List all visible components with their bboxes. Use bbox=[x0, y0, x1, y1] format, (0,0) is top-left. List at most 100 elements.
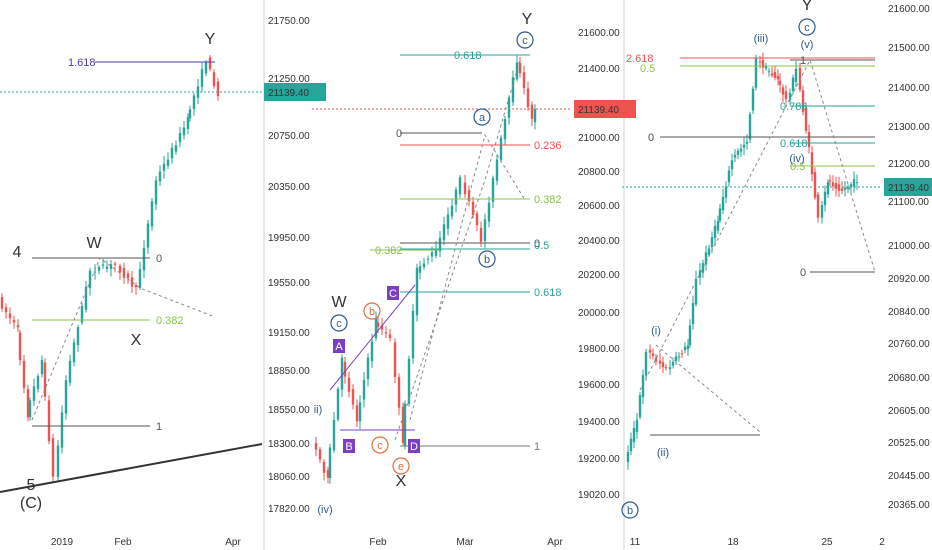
candle-body bbox=[837, 184, 841, 191]
fib-label: 2.618 bbox=[626, 53, 654, 65]
candle-body bbox=[632, 427, 636, 443]
candle-body bbox=[467, 190, 471, 202]
fib-label: 0.236 bbox=[534, 140, 562, 152]
candle-body bbox=[384, 332, 388, 334]
fib-label: 0 bbox=[156, 253, 162, 265]
candle-body bbox=[754, 58, 758, 88]
wave-circle bbox=[621, 501, 639, 519]
candle-body bbox=[707, 248, 711, 255]
candle-body bbox=[76, 327, 80, 346]
wave-label: (C) bbox=[20, 495, 42, 512]
candle-body bbox=[626, 451, 630, 462]
candle-body bbox=[347, 377, 351, 392]
candle-body bbox=[674, 356, 678, 361]
candle-body bbox=[134, 284, 138, 288]
y-tick-label: 20350.00 bbox=[268, 182, 310, 193]
candle-body bbox=[438, 237, 442, 252]
fib-label: 0.618 bbox=[454, 50, 482, 62]
candle-body bbox=[831, 182, 835, 187]
candle-body bbox=[51, 438, 55, 477]
candle-body bbox=[718, 208, 722, 221]
y-tick-label: 21600.00 bbox=[578, 28, 620, 39]
candle-body bbox=[130, 277, 134, 287]
candle-body bbox=[188, 109, 192, 119]
y-tick-label: 18300.00 bbox=[268, 439, 310, 450]
candle-body bbox=[36, 376, 40, 389]
fib-label: 0.618 bbox=[534, 287, 562, 299]
candle-body bbox=[22, 360, 26, 388]
candle-body bbox=[97, 266, 101, 271]
wave-path bbox=[655, 344, 761, 433]
fib-label: 0.382 bbox=[534, 194, 562, 206]
y-tick-label: 20840.00 bbox=[888, 307, 930, 318]
candle-body bbox=[499, 137, 503, 160]
wave-label: (iii) bbox=[754, 33, 769, 45]
candles-group bbox=[626, 52, 859, 470]
fib-label: 0 bbox=[396, 128, 402, 140]
fib-label: 0 bbox=[648, 132, 654, 144]
candle-body bbox=[727, 170, 731, 183]
fib-label: 1 bbox=[800, 55, 806, 67]
candle-body bbox=[72, 342, 76, 363]
candle-body bbox=[724, 186, 728, 198]
candle-body bbox=[204, 62, 208, 74]
candle-body bbox=[733, 154, 737, 158]
candle-body bbox=[32, 386, 36, 401]
candle-body bbox=[216, 81, 220, 97]
candle-body bbox=[388, 334, 392, 339]
candle-body bbox=[638, 395, 642, 418]
y-tick-label: 19800.00 bbox=[578, 344, 620, 355]
fib-label: 1 bbox=[534, 441, 540, 453]
fib-label: 0 bbox=[800, 267, 806, 279]
candle-body bbox=[704, 252, 708, 265]
candle-body bbox=[533, 109, 537, 123]
candle-body bbox=[166, 159, 170, 166]
candle-body bbox=[422, 263, 426, 268]
x-tick-label: Feb bbox=[114, 537, 132, 548]
candle-body bbox=[828, 180, 832, 182]
candle-body bbox=[418, 266, 422, 273]
candle-body bbox=[314, 442, 318, 450]
candle-body bbox=[374, 318, 378, 339]
wave-label: C bbox=[389, 288, 397, 300]
candle-body bbox=[651, 353, 655, 356]
y-tick-label: 21100.00 bbox=[888, 197, 929, 208]
y-tick-label: 21500.00 bbox=[888, 43, 930, 54]
last-price-badge bbox=[884, 178, 932, 196]
candle-body bbox=[813, 171, 817, 198]
candle-body bbox=[370, 341, 374, 362]
candle-body bbox=[186, 117, 190, 130]
y-tick-label: 20680.00 bbox=[888, 373, 930, 384]
candle-body bbox=[26, 389, 30, 418]
candle-body bbox=[454, 189, 458, 205]
candle-body bbox=[358, 402, 362, 422]
candle-body bbox=[526, 88, 530, 108]
candle-body bbox=[483, 219, 487, 242]
wave-label: Y bbox=[802, 0, 813, 14]
candle-body bbox=[658, 360, 662, 364]
wave-box bbox=[408, 439, 420, 453]
last-price-badge bbox=[574, 100, 636, 118]
candle-body bbox=[745, 141, 749, 144]
candle-body bbox=[150, 201, 154, 227]
y-tick-label: 20920.00 bbox=[888, 274, 930, 285]
candle-body bbox=[0, 297, 4, 309]
y-tick-label: 21600.00 bbox=[888, 4, 930, 15]
y-tick-label: 19020.00 bbox=[578, 490, 620, 501]
candle-body bbox=[761, 59, 765, 68]
candle-body bbox=[770, 73, 774, 76]
candle-body bbox=[716, 221, 720, 231]
candle-body bbox=[332, 419, 336, 451]
y-tick-label: 19600.00 bbox=[578, 380, 620, 391]
candle-body bbox=[336, 388, 340, 420]
candle-body bbox=[56, 445, 60, 477]
candle-body bbox=[820, 204, 824, 218]
candle-body bbox=[16, 325, 20, 328]
candle-body bbox=[60, 412, 64, 448]
x-tick-label: 25 bbox=[821, 537, 833, 548]
fib-label: 0.786 bbox=[780, 101, 808, 113]
candle-body bbox=[170, 147, 174, 159]
wave-label: c bbox=[804, 22, 810, 34]
y-tick-label: 19950.00 bbox=[268, 233, 310, 244]
wave-path bbox=[394, 59, 521, 441]
